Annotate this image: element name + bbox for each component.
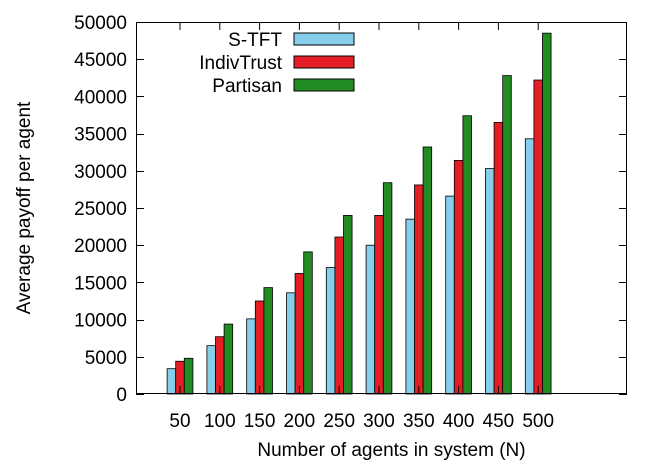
bar-s-tft-350 (405, 218, 415, 395)
bar-s-tft-300 (365, 244, 376, 395)
legend-swatch-indivtrust (293, 55, 355, 69)
bar-s-tft-100 (206, 345, 216, 395)
bar-s-tft-400 (445, 195, 455, 395)
bar-s-tft-450 (485, 168, 495, 395)
y-tick-label: 20000 (74, 236, 127, 257)
bar-indivtrust-150 (254, 300, 265, 395)
bar-indivtrust-400 (453, 159, 464, 395)
y-tick-label: 50000 (74, 13, 127, 34)
y-tick-label: 5000 (85, 348, 127, 369)
x-tick-label: 200 (284, 411, 316, 432)
x-tick-label: 300 (363, 411, 395, 432)
y-tick-label: 15000 (74, 273, 127, 294)
bar-partisan-400 (462, 115, 472, 395)
legend-swatch-partisan (293, 78, 355, 92)
x-tick-label: 500 (522, 411, 554, 432)
x-tick-label: 350 (403, 411, 435, 432)
bars-layer (166, 32, 552, 395)
y-tick-label: 35000 (74, 125, 127, 146)
bar-s-tft-200 (286, 292, 296, 395)
x-tick-label: 50 (169, 411, 190, 432)
legend-label-s-tft: S-TFT (228, 30, 282, 51)
bar-partisan-200 (303, 251, 313, 395)
bar-indivtrust-450 (493, 122, 504, 395)
y-tick-label: 10000 (74, 311, 127, 332)
bar-indivtrust-350 (414, 184, 424, 395)
x-tick-label: 100 (204, 411, 236, 432)
y-tick-label: 40000 (74, 87, 127, 108)
y-tick-label: 30000 (74, 162, 127, 183)
x-tick-label: 150 (244, 411, 276, 432)
bar-partisan-50 (183, 357, 194, 395)
bar-partisan-300 (382, 182, 393, 395)
x-tick-label: 450 (483, 411, 515, 432)
x-axis: 50 100 150 200 250 300 350 400 450 500 (169, 22, 554, 432)
legend-label-partisan: Partisan (212, 76, 282, 97)
legend-label-indivtrust: IndivTrust (199, 53, 282, 74)
bar-partisan-450 (502, 75, 512, 395)
y-tick-label: 25000 (74, 199, 127, 220)
bar-indivtrust-300 (374, 215, 384, 395)
x-axis-title: Number of agents in system (N) (257, 440, 525, 461)
bar-indivtrust-500 (533, 79, 543, 395)
bar-partisan-350 (422, 146, 433, 395)
y-axis: 0 5000 10000 15000 20000 25000 30000 35000 40000… (74, 13, 627, 406)
x-tick-label: 400 (443, 411, 475, 432)
bar-s-tft-50 (166, 368, 177, 395)
y-tick-label: 45000 (74, 50, 127, 71)
bar-s-tft-250 (325, 267, 336, 395)
bar-indivtrust-250 (334, 236, 344, 395)
y-axis-title: Average payoff per agent (14, 101, 35, 314)
bar-indivtrust-100 (215, 336, 225, 395)
x-tick-label: 250 (323, 411, 355, 432)
bar-partisan-250 (343, 215, 353, 395)
legend-swatch-s-tft (293, 32, 355, 46)
bar-s-tft-500 (524, 138, 535, 395)
y-tick-label: 0 (116, 385, 127, 406)
bar-indivtrust-200 (294, 273, 305, 395)
bar-partisan-100 (223, 323, 234, 395)
bar-s-tft-150 (246, 318, 256, 395)
bar-partisan-150 (263, 287, 273, 395)
bar-partisan-500 (542, 32, 552, 395)
